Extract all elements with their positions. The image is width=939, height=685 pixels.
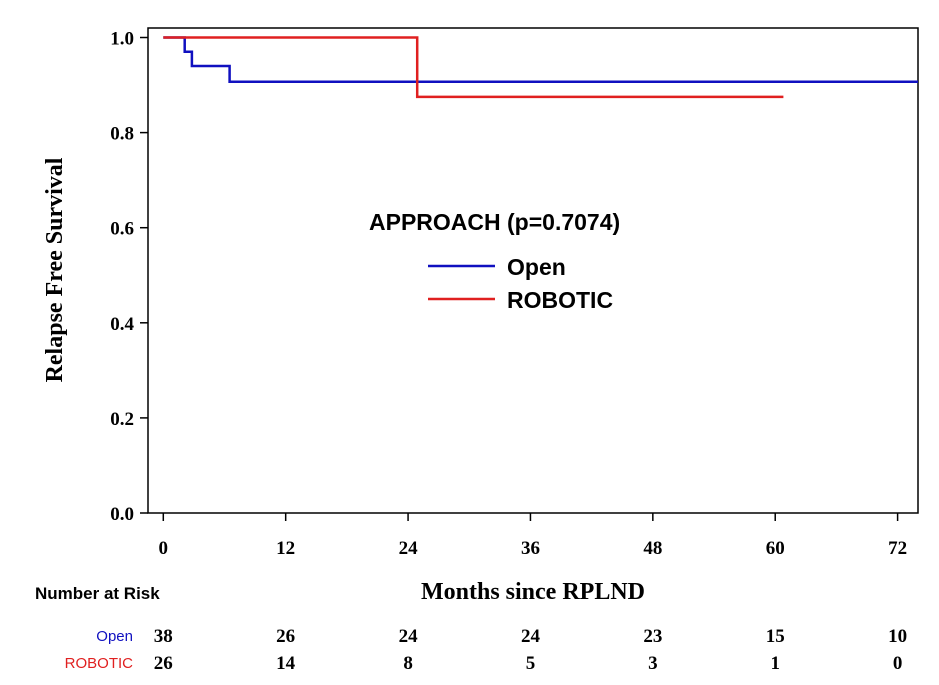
risk-count: 23 xyxy=(643,626,662,647)
y-tick-label: 0.8 xyxy=(110,124,134,145)
risk-count: 15 xyxy=(766,626,785,647)
risk-count: 26 xyxy=(276,626,295,647)
series-line-robotic xyxy=(163,36,784,99)
risk-count: 26 xyxy=(154,653,173,674)
y-tick-label: 0.6 xyxy=(110,219,134,240)
legend: APPROACH (p=0.7074) Open ROBOTIC xyxy=(369,209,620,313)
risk-row-name-robotic: ROBOTIC xyxy=(65,655,134,672)
survival-curves xyxy=(163,36,918,99)
x-axis: 0 12 24 36 48 60 72 xyxy=(159,513,907,559)
x-tick-label: 48 xyxy=(643,538,662,559)
risk-count: 38 xyxy=(154,626,173,647)
y-tick-label: 0.0 xyxy=(110,504,134,525)
x-tick-label: 24 xyxy=(399,538,419,559)
legend-title: APPROACH (p=0.7074) xyxy=(369,209,620,235)
plot-frame xyxy=(147,27,919,514)
risk-count: 24 xyxy=(399,626,419,647)
legend-label-open: Open xyxy=(507,254,566,280)
x-tick-label: 12 xyxy=(276,538,295,559)
y-tick-label: 0.4 xyxy=(110,314,134,335)
y-axis-title: Relapse Free Survival xyxy=(42,157,68,382)
risk-count: 24 xyxy=(521,626,541,647)
risk-count: 0 xyxy=(893,653,903,674)
x-tick-label: 0 xyxy=(159,538,169,559)
risk-count: 14 xyxy=(276,653,296,674)
legend-label-robotic: ROBOTIC xyxy=(507,287,613,313)
x-tick-label: 60 xyxy=(766,538,785,559)
x-tick-label: 72 xyxy=(888,538,907,559)
risk-count: 8 xyxy=(403,653,413,674)
risk-count: 5 xyxy=(526,653,536,674)
y-tick-label: 1.0 xyxy=(110,29,134,50)
x-tick-label: 36 xyxy=(521,538,540,559)
y-tick-label: 0.2 xyxy=(110,409,134,430)
x-axis-title: Months since RPLND xyxy=(421,579,645,605)
risk-count: 3 xyxy=(648,653,658,674)
risk-row-name-open: Open xyxy=(96,628,133,645)
y-axis: 0.0 0.2 0.4 0.6 0.8 1.0 xyxy=(110,29,148,525)
risk-count: 10 xyxy=(888,626,907,647)
risk-table-heading: Number at Risk xyxy=(35,584,160,603)
series-line-open xyxy=(163,36,918,83)
risk-count: 1 xyxy=(770,653,780,674)
